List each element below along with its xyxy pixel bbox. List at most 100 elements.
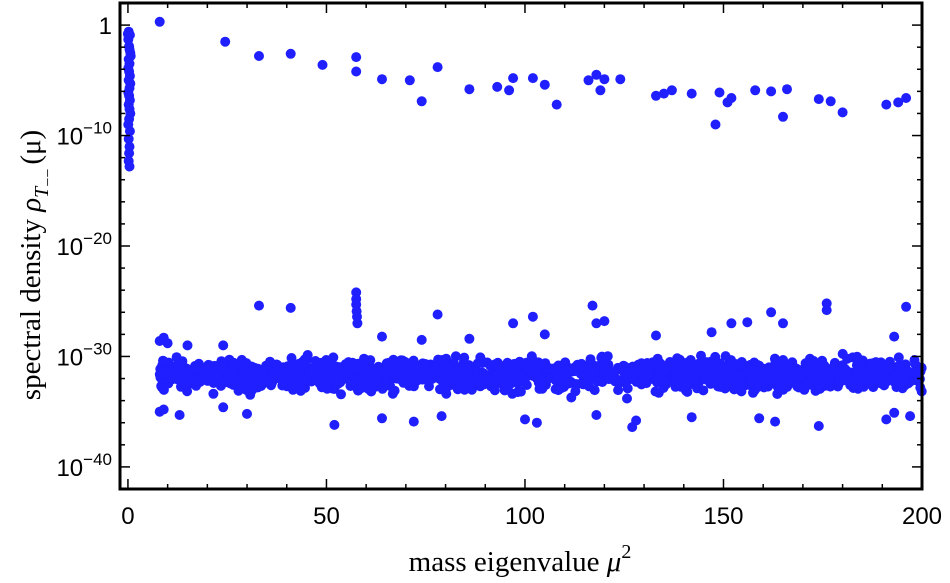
data-point	[615, 74, 626, 85]
data-point	[531, 417, 542, 428]
data-point	[465, 376, 475, 387]
data-point	[701, 374, 711, 385]
data-point	[527, 73, 538, 84]
data-point	[208, 388, 219, 399]
data-point	[901, 301, 912, 312]
data-point	[432, 309, 443, 320]
data-point	[686, 88, 697, 99]
data-point	[326, 364, 336, 375]
data-point	[595, 85, 606, 96]
data-point	[801, 378, 812, 388]
data-point	[889, 331, 900, 342]
data-point	[671, 372, 682, 383]
data-point	[124, 30, 135, 40]
data-point	[847, 380, 858, 390]
data-point	[589, 366, 600, 377]
data-point	[602, 351, 613, 362]
data-point	[493, 369, 504, 380]
data-point	[242, 408, 252, 419]
data-point	[338, 361, 349, 372]
data-point	[666, 85, 677, 96]
y-axis-label-argument: (μ)	[15, 130, 47, 165]
data-point	[158, 384, 169, 395]
data-point	[685, 355, 696, 365]
data-point	[492, 81, 503, 92]
data-point	[501, 380, 512, 391]
data-point	[333, 378, 343, 389]
y-tick-label: 10−20	[56, 229, 112, 261]
data-point	[658, 88, 669, 99]
y-axis-label-subscript: T	[31, 185, 53, 198]
data-point	[583, 75, 594, 86]
data-point	[581, 370, 592, 381]
data-point	[587, 300, 598, 311]
data-point	[729, 384, 740, 395]
data-point	[769, 353, 780, 364]
data-point	[336, 389, 346, 400]
data-point	[910, 359, 921, 370]
data-point	[661, 377, 672, 388]
data-point	[770, 416, 781, 427]
data-point	[531, 373, 542, 384]
x-tick-label: 150	[703, 503, 743, 530]
data-point	[464, 333, 475, 344]
data-point	[328, 352, 339, 363]
data-point	[438, 374, 449, 385]
data-point	[584, 381, 595, 392]
data-point	[410, 372, 421, 382]
data-point	[766, 86, 777, 97]
x-tick-label: 50	[313, 503, 340, 530]
x-tick-label: 100	[505, 503, 545, 530]
data-point	[793, 372, 804, 383]
data-point	[397, 355, 408, 366]
data-point	[377, 74, 387, 85]
y-tick-label: 1	[99, 13, 112, 40]
data-point	[301, 374, 312, 385]
data-point	[721, 364, 732, 375]
data-point	[404, 75, 415, 86]
data-point	[873, 364, 884, 374]
x-axis-label-superscript: 2	[621, 541, 631, 563]
x-axis-label-symbol: μ	[606, 546, 622, 578]
data-point	[821, 305, 832, 316]
data-point	[249, 365, 260, 376]
data-point	[747, 365, 758, 376]
data-point	[591, 69, 602, 80]
data-point	[124, 148, 135, 159]
y-axis-label-text: spectral density	[15, 212, 47, 400]
data-point	[778, 384, 789, 395]
data-point	[220, 36, 231, 47]
data-point	[720, 351, 731, 362]
data-point	[812, 363, 823, 374]
x-tick-label: 200	[902, 503, 942, 530]
data-point	[824, 375, 835, 386]
data-point	[661, 363, 672, 374]
data-point	[183, 369, 194, 380]
data-point	[893, 97, 904, 108]
y-tick-label: 10−40	[56, 450, 112, 482]
data-point	[228, 379, 239, 390]
data-point	[622, 383, 633, 394]
y-tick-label: 10−10	[56, 119, 112, 151]
data-point	[291, 376, 302, 387]
data-point	[433, 354, 444, 365]
data-point	[515, 386, 526, 397]
data-point	[881, 414, 892, 425]
data-point	[384, 357, 395, 368]
data-point	[635, 375, 646, 386]
data-point	[288, 384, 298, 395]
data-point	[832, 381, 843, 392]
data-point	[591, 410, 602, 420]
data-point	[889, 407, 900, 418]
data-point	[591, 318, 602, 329]
data-point	[778, 318, 788, 329]
data-point	[570, 386, 581, 397]
data-point	[182, 340, 193, 351]
data-point	[645, 368, 655, 379]
plot-frame	[118, 1, 924, 491]
data-point	[865, 368, 876, 379]
data-point	[351, 52, 362, 63]
data-point	[710, 119, 721, 130]
data-point	[710, 351, 721, 362]
